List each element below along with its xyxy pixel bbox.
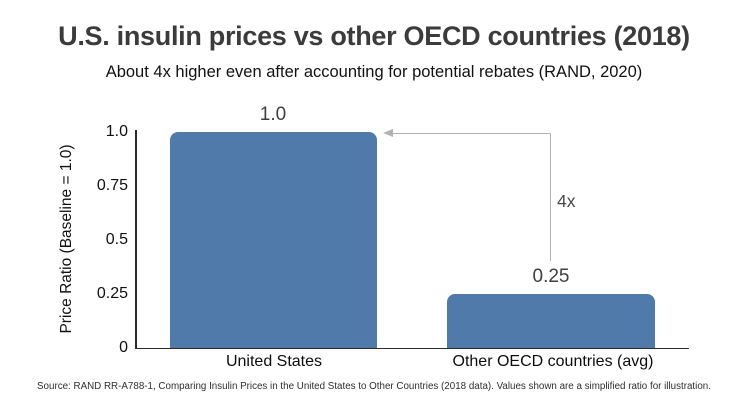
x-tick-label-united-states: United States [225,353,323,370]
y-tick-label: 0.5 [105,231,128,248]
y-tick-label: 1.0 [105,123,128,140]
y-tick-label: 0 [119,339,128,356]
bar-value-label-other-oecd: 0.25 [532,266,570,287]
chart-subtitle: About 4x higher even after accounting fo… [105,63,643,81]
x-tick-label-other-oecd: Other OECD countries (avg) [452,353,654,370]
annotation-4x-label: 4x [557,191,576,211]
y-axis-line [135,130,137,348]
bar-value-label-united-states: 1.0 [259,104,287,125]
annotation-arrowhead-icon [383,128,393,137]
bar-other-oecd [447,294,655,348]
source-citation: Source: RAND RR-A788-1, Comparing Insuli… [37,381,711,392]
annotation-arrow-vertical-line [550,132,552,261]
x-axis-line [135,347,689,349]
annotation-arrow-horizontal-line [392,132,550,134]
chart-title: U.S. insulin prices vs other OECD countr… [58,21,690,51]
bar-united-states [170,132,377,348]
y-tick-label: 0.25 [96,285,128,302]
y-tick-label: 0.75 [96,177,128,194]
